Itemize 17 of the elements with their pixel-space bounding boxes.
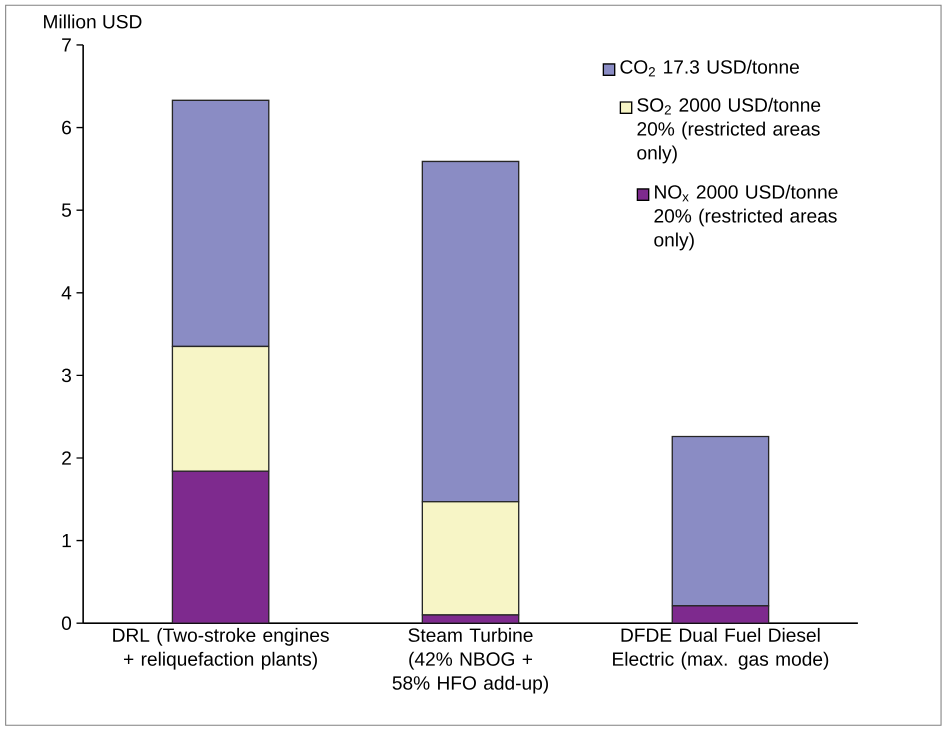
legend-label: CO$_{2}$ 17.3 USD/tonne bbox=[620, 60, 799, 76]
x-tick-label: Steam Turbine (42% NBOG + 58% HFO add-up) bbox=[392, 628, 548, 694]
y-tick-label: 4 bbox=[62, 286, 72, 300]
y-axis-title: Million USD bbox=[44, 14, 142, 29]
y-tick-label: 0 bbox=[62, 616, 72, 630]
legend-label: NO$_{x}$ 2000 USD/tonne 20% (restricted areas only) bbox=[654, 184, 838, 250]
y-tick-label: 6 bbox=[62, 120, 71, 134]
x-tick-label: DRL (Two-stroke engines + reliquefaction plants) bbox=[113, 628, 329, 670]
y-tick-label: 2 bbox=[62, 451, 71, 465]
y-tick-label: 3 bbox=[62, 368, 71, 382]
y-tick-label: 1 bbox=[62, 534, 71, 548]
bar bbox=[172, 470, 270, 624]
legend-label: SO$_{2}$ 2000 USD/tonne 20% (restricted areas only) bbox=[637, 98, 820, 164]
bar bbox=[672, 605, 770, 624]
x-tick-label: DFDE Dual Fuel Diesel Electric (max. gas mode) bbox=[613, 628, 828, 670]
y-tick-label: 7 bbox=[62, 38, 71, 52]
y-tick-label: 5 bbox=[62, 204, 72, 217]
